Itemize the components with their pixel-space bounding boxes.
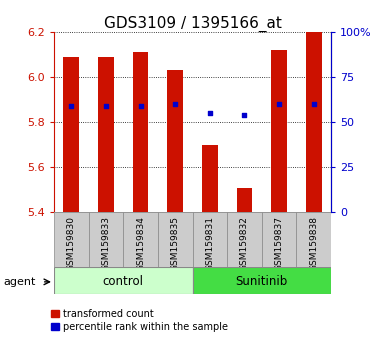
Bar (192, 267, 331, 294)
Text: agent: agent (4, 277, 36, 287)
Bar (89, 212, 123, 267)
Bar (237, 188, 252, 212)
Title: GDS3109 / 1395166_at: GDS3109 / 1395166_at (104, 16, 281, 32)
Bar (158, 212, 192, 267)
Bar (202, 145, 218, 212)
Bar (64, 57, 79, 212)
Bar (98, 57, 114, 212)
Text: control: control (103, 275, 144, 289)
Text: Sunitinib: Sunitinib (236, 275, 288, 289)
Bar (227, 212, 262, 267)
Bar (192, 212, 227, 267)
Bar (271, 50, 287, 212)
Text: GSM159831: GSM159831 (205, 216, 214, 271)
Text: GSM159835: GSM159835 (171, 216, 180, 271)
Point (172, 101, 178, 107)
Text: GSM159830: GSM159830 (67, 216, 76, 271)
Point (137, 103, 144, 109)
Point (103, 103, 109, 109)
Bar (306, 32, 321, 212)
Point (207, 110, 213, 116)
Point (241, 113, 248, 118)
Bar (54, 267, 192, 294)
Bar (123, 212, 158, 267)
Bar (54, 212, 89, 267)
Bar (262, 212, 296, 267)
Point (68, 103, 74, 109)
Legend: transformed count, percentile rank within the sample: transformed count, percentile rank withi… (51, 309, 228, 332)
Text: GSM159838: GSM159838 (309, 216, 318, 271)
Bar (133, 52, 148, 212)
Bar (296, 212, 331, 267)
Text: GSM159837: GSM159837 (275, 216, 284, 271)
Bar (167, 70, 183, 212)
Point (276, 101, 282, 107)
Point (311, 101, 317, 107)
Text: GSM159833: GSM159833 (101, 216, 110, 271)
Text: GSM159834: GSM159834 (136, 216, 145, 271)
Text: GSM159832: GSM159832 (240, 216, 249, 271)
